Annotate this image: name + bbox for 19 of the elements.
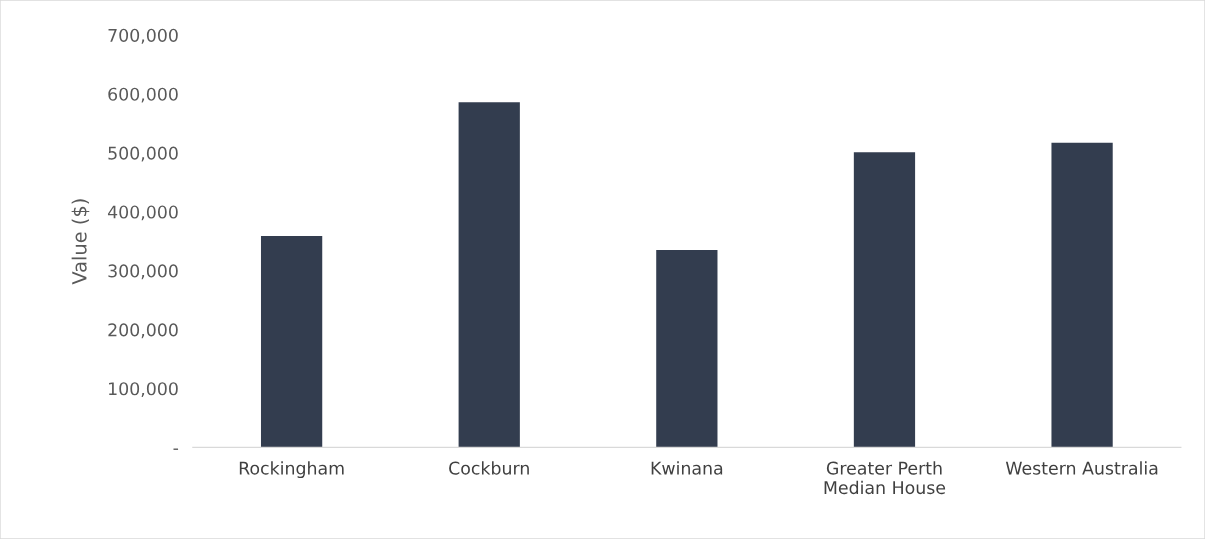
y-tick-label: - — [173, 448, 179, 450]
bar — [458, 102, 520, 448]
bar — [1051, 142, 1113, 448]
bar — [656, 250, 718, 448]
y-tick-label: 700,000 — [108, 28, 178, 44]
y-tick-label: 400,000 — [107, 205, 178, 221]
y-tick-label: 100,000 — [109, 382, 178, 398]
x-tick-label: Cockburn — [449, 461, 529, 475]
y-tick-label: 200,000 — [108, 323, 178, 339]
y-tick-label: 500,000 — [108, 146, 178, 162]
x-tick-label: Kwinana — [651, 461, 723, 475]
y-tick-label: 600,000 — [108, 87, 178, 103]
bar — [853, 152, 916, 448]
y-axis-title: Value ($) — [71, 199, 90, 285]
y-tick-label: 300,000 — [108, 264, 178, 280]
x-tick-label: Western Australia — [1005, 461, 1158, 475]
bar — [260, 235, 323, 448]
x-tick-label: Greater Perth Median House — [824, 461, 946, 495]
x-tick-label: Rockingham — [239, 461, 344, 479]
